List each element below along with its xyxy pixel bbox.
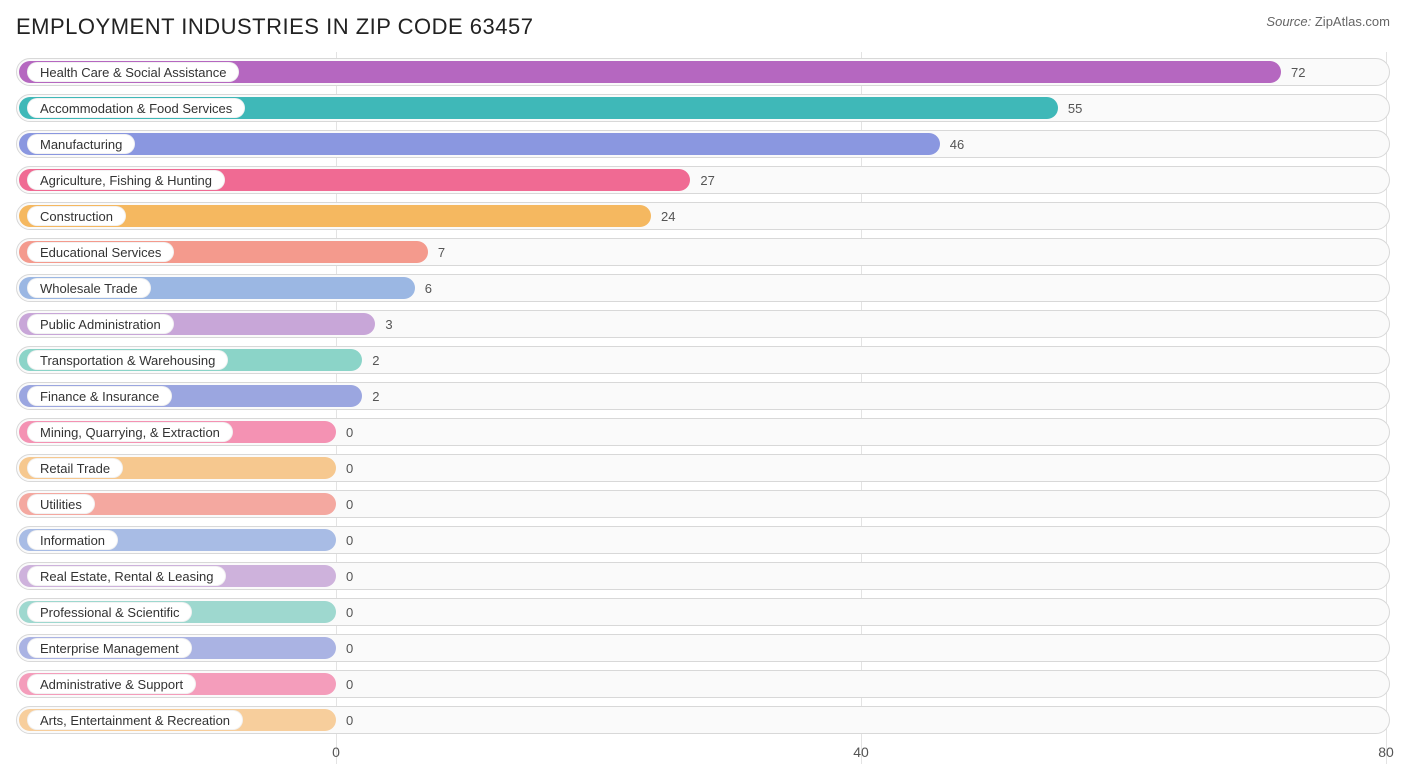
bar-value: 3 [375,310,392,338]
bar-label-pill: Health Care & Social Assistance [27,62,239,82]
bar-value: 46 [940,130,964,158]
source-label: Source: [1266,14,1311,29]
bar-row: Finance & Insurance 2 [16,382,1390,410]
x-axis-tick-label: 0 [332,744,340,760]
bar-label-pill: Finance & Insurance [27,386,172,406]
bar-row: Construction 24 [16,202,1390,230]
x-axis-tick-label: 80 [1378,744,1394,760]
bar-row: Information 0 [16,526,1390,554]
bar-value: 0 [336,598,353,626]
bar-value: 55 [1058,94,1082,122]
bar-label-pill: Transportation & Warehousing [27,350,228,370]
chart-container: EMPLOYMENT INDUSTRIES IN ZIP CODE 63457 … [0,0,1406,776]
bar-label-pill: Retail Trade [27,458,123,478]
source-attribution: Source: ZipAtlas.com [1266,14,1390,29]
bar-label-pill: Public Administration [27,314,174,334]
chart-area: Health Care & Social Assistance72Accommo… [16,58,1390,734]
bar-value: 6 [415,274,432,302]
x-axis-labels: 04080 [16,744,1390,764]
source-value: ZipAtlas.com [1315,14,1390,29]
bar-label-pill: Wholesale Trade [27,278,151,298]
bar-label-pill: Agriculture, Fishing & Hunting [27,170,225,190]
bar-label-pill: Utilities [27,494,95,514]
bar-row: Educational Services 7 [16,238,1390,266]
bar-row: Mining, Quarrying, & Extraction 0 [16,418,1390,446]
bar-value: 27 [690,166,714,194]
bar-label-pill: Administrative & Support [27,674,196,694]
bar-label-pill: Enterprise Management [27,638,192,658]
bar-row: Retail Trade 0 [16,454,1390,482]
bar-row: Transportation & Warehousing 2 [16,346,1390,374]
bar-value: 2 [362,382,379,410]
bar-value: 2 [362,346,379,374]
bar-label-pill: Professional & Scientific [27,602,192,622]
bar-label-pill: Educational Services [27,242,174,262]
bar-row: Manufacturing 46 [16,130,1390,158]
bar-fill [19,133,940,155]
bar-value: 0 [336,634,353,662]
bar-row: Utilities 0 [16,490,1390,518]
bar-value: 0 [336,526,353,554]
bar-value: 0 [336,418,353,446]
bar-label-pill: Arts, Entertainment & Recreation [27,710,243,730]
bar-value: 0 [336,490,353,518]
bar-row: Health Care & Social Assistance 72 [16,58,1390,86]
bar-value: 0 [336,706,353,734]
chart-title: EMPLOYMENT INDUSTRIES IN ZIP CODE 63457 [16,14,534,40]
bar-value: 0 [336,670,353,698]
bar-row: Professional & Scientific 0 [16,598,1390,626]
bar-label-pill: Construction [27,206,126,226]
bar-value: 72 [1281,58,1305,86]
x-axis-tick-label: 40 [853,744,869,760]
bar-row: Enterprise Management 0 [16,634,1390,662]
bar-row: Wholesale Trade 6 [16,274,1390,302]
bar-value: 0 [336,454,353,482]
bar-row: Agriculture, Fishing & Hunting 27 [16,166,1390,194]
bar-row: Real Estate, Rental & Leasing 0 [16,562,1390,590]
bar-value: 24 [651,202,675,230]
bar-row: Arts, Entertainment & Recreation 0 [16,706,1390,734]
bar-value: 7 [428,238,445,266]
bar-label-pill: Real Estate, Rental & Leasing [27,566,226,586]
bar-label-pill: Manufacturing [27,134,135,154]
bar-label-pill: Accommodation & Food Services [27,98,245,118]
bar-label-pill: Information [27,530,118,550]
bar-row: Public Administration 3 [16,310,1390,338]
bar-row: Accommodation & Food Services 55 [16,94,1390,122]
bar-row: Administrative & Support 0 [16,670,1390,698]
bar-value: 0 [336,562,353,590]
header: EMPLOYMENT INDUSTRIES IN ZIP CODE 63457 … [16,14,1390,40]
bar-label-pill: Mining, Quarrying, & Extraction [27,422,233,442]
